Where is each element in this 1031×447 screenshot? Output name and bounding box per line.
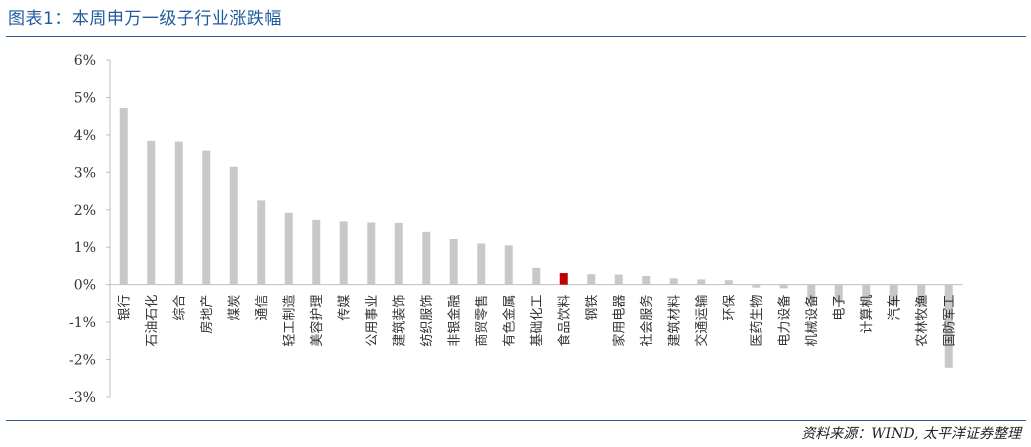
- bar: [312, 219, 321, 285]
- bar: [367, 222, 376, 285]
- category-label: 基础化工: [530, 295, 545, 347]
- y-tick-label: -1%: [69, 315, 96, 331]
- bar: [559, 273, 568, 285]
- category-label: 社会服务: [639, 295, 655, 347]
- bar: [339, 221, 348, 285]
- category-label: 传媒: [338, 295, 353, 321]
- title-divider: [6, 36, 1026, 37]
- category-label: 纺织服饰: [420, 295, 435, 347]
- category-label: 机械设备: [804, 295, 820, 347]
- bar: [532, 267, 541, 285]
- bar: [697, 279, 706, 285]
- category-label: 建筑装饰: [392, 295, 408, 347]
- category-label: 国防军工: [942, 295, 958, 347]
- bar-layer: [119, 107, 953, 368]
- bar: [669, 278, 678, 285]
- category-label: 计算机: [860, 295, 875, 334]
- category-label: 电力设备: [777, 295, 793, 347]
- category-label: 商贸零售: [474, 295, 490, 347]
- bar: [944, 284, 953, 368]
- bar: [477, 243, 486, 285]
- category-label: 医药生物: [750, 295, 765, 347]
- category-label: 非银金融: [447, 295, 463, 347]
- category-label-layer: 银行 石油石化 综合 房地产 煤炭 通信 轻工制造 美容护理 传媒 公用事业 建筑装饰 纺织服饰 非银金…: [118, 295, 958, 347]
- bar: [284, 212, 293, 285]
- bar: [614, 274, 623, 285]
- category-label: 汽车: [887, 295, 903, 321]
- axis-layer: -3% -2% -1% 0% 1% 2% 3% 4% 5% 6%: [69, 53, 963, 406]
- bar: [504, 245, 513, 285]
- category-label: 综合: [173, 295, 188, 321]
- bar: [724, 280, 733, 285]
- bar: [834, 284, 843, 303]
- footer-divider: [6, 420, 1026, 421]
- category-label: 有色金属: [502, 295, 518, 347]
- category-label: 银行: [118, 295, 133, 321]
- bar: [862, 284, 871, 305]
- category-label: 美容护理: [309, 295, 325, 347]
- bar: [449, 238, 458, 285]
- bar: [202, 150, 211, 285]
- category-label: 农林牧渔: [915, 295, 930, 347]
- y-tick-label: 1%: [74, 240, 96, 256]
- bar: [889, 284, 898, 306]
- y-tick-label: 4%: [74, 128, 96, 144]
- source-note: 资料来源：WIND, 太平洋证券整理: [801, 426, 1021, 442]
- category-label: 电子: [833, 295, 848, 321]
- bar: [174, 141, 183, 285]
- chart-title: 图表1：本周申万一级子行业涨跌幅: [8, 9, 282, 29]
- bar: [422, 231, 431, 285]
- y-tick-label: 5%: [74, 90, 96, 106]
- bar: [394, 222, 403, 285]
- bar: [779, 284, 788, 289]
- bar: [752, 284, 761, 288]
- y-tick-label: 6%: [74, 53, 96, 69]
- category-label: 房地产: [199, 295, 215, 334]
- bar: [917, 284, 926, 308]
- category-label: 钢铁: [585, 295, 600, 321]
- category-label: 通信: [255, 295, 270, 321]
- y-tick-label: 3%: [74, 165, 96, 181]
- category-label: 公用事业: [365, 295, 380, 347]
- category-label: 食品饮料: [557, 295, 573, 347]
- category-label: 石油石化: [145, 295, 160, 347]
- category-label: 轻工制造: [283, 295, 298, 347]
- y-tick-label: -2%: [69, 353, 96, 369]
- y-tick-label: -3%: [69, 390, 96, 406]
- bar: [642, 276, 651, 285]
- bar: [147, 140, 156, 285]
- category-label: 建筑材料: [667, 295, 683, 347]
- category-label: 家用电器: [612, 295, 628, 347]
- bar: [119, 107, 128, 285]
- category-label: 环保: [723, 295, 738, 321]
- category-label: 交通运输: [694, 295, 710, 347]
- category-label: 煤炭: [228, 295, 243, 321]
- bar: [257, 200, 266, 285]
- bar: [587, 274, 596, 285]
- y-tick-label: 2%: [74, 203, 96, 219]
- bar: [807, 284, 816, 299]
- y-tick-label: 0%: [74, 278, 96, 294]
- bar: [229, 166, 238, 285]
